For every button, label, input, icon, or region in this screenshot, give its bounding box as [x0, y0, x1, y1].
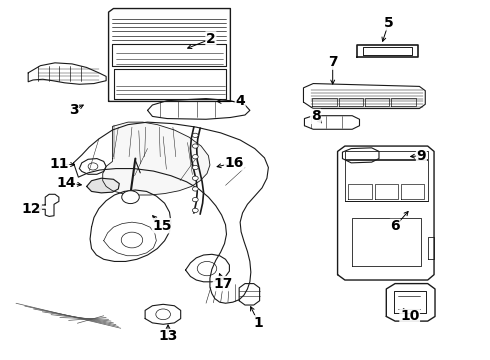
- Circle shape: [193, 198, 198, 202]
- Text: 17: 17: [213, 276, 233, 291]
- Circle shape: [122, 191, 139, 203]
- Text: 10: 10: [400, 310, 419, 323]
- Text: 1: 1: [254, 316, 264, 330]
- Text: 3: 3: [69, 103, 78, 117]
- Text: 13: 13: [158, 329, 178, 343]
- Text: 9: 9: [416, 149, 426, 163]
- Text: 11: 11: [49, 157, 69, 171]
- Text: 4: 4: [235, 94, 245, 108]
- Text: 5: 5: [384, 16, 393, 30]
- Text: 8: 8: [311, 109, 320, 123]
- Circle shape: [193, 187, 198, 191]
- Circle shape: [193, 176, 198, 180]
- Text: 6: 6: [390, 220, 400, 233]
- Text: 15: 15: [152, 219, 172, 233]
- Text: 2: 2: [206, 32, 216, 46]
- Circle shape: [193, 155, 198, 159]
- Polygon shape: [87, 178, 119, 193]
- Circle shape: [193, 133, 198, 138]
- Text: 7: 7: [328, 55, 338, 69]
- Polygon shape: [103, 122, 210, 195]
- Text: 12: 12: [22, 202, 41, 216]
- Text: 14: 14: [56, 176, 76, 190]
- Circle shape: [193, 208, 198, 212]
- Text: 16: 16: [224, 156, 244, 170]
- Circle shape: [193, 165, 198, 170]
- Circle shape: [193, 144, 198, 148]
